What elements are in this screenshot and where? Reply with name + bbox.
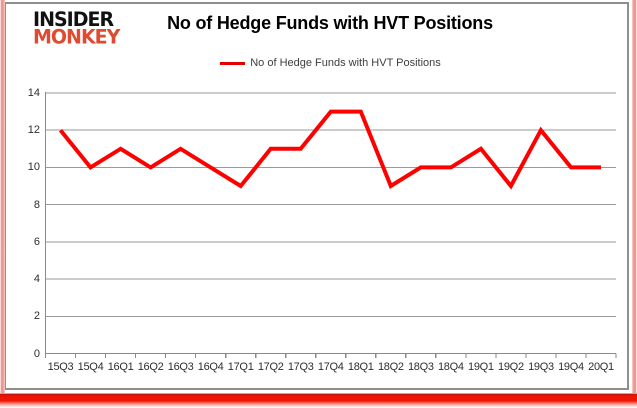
x-axis-tick-label: 15Q4 bbox=[77, 361, 104, 373]
x-axis-tick-label: 18Q2 bbox=[377, 361, 404, 373]
x-axis-tick-label: 19Q3 bbox=[528, 361, 554, 373]
x-axis-tick-label: 16Q4 bbox=[197, 361, 224, 373]
x-axis-tick-label: 17Q3 bbox=[287, 361, 314, 373]
chart-legend: No of Hedge Funds with HVT Positions bbox=[45, 55, 616, 71]
y-axis-tick-label: 6 bbox=[33, 235, 40, 248]
y-axis-tick-label: 2 bbox=[33, 310, 40, 323]
x-axis-tick-label: 15Q3 bbox=[47, 361, 74, 373]
x-axis-tick-label: 17Q4 bbox=[317, 361, 344, 373]
logo-word-insider: INSIDER bbox=[33, 8, 114, 32]
series-line-0 bbox=[58, 109, 601, 190]
insider-monkey-logo: INSIDER MONKEY bbox=[33, 8, 120, 49]
x-axis-tick-label: 19Q1 bbox=[468, 361, 494, 373]
y-axis-tick-label: 8 bbox=[33, 198, 40, 211]
chart-outer-frame bbox=[4, 2, 629, 390]
x-axis-tick-label: 16Q2 bbox=[137, 361, 164, 373]
x-axis-tick-label: 16Q1 bbox=[107, 361, 134, 373]
x-axis-tick-label: 16Q3 bbox=[167, 361, 194, 373]
page-right-border bbox=[632, 0, 637, 408]
y-axis-tick-label: 14 bbox=[27, 87, 40, 99]
y-axis-tick-label: 0 bbox=[33, 347, 40, 360]
x-axis-tick-label: 19Q2 bbox=[498, 361, 524, 373]
y-axis-tick-label: 4 bbox=[33, 273, 40, 286]
x-axis-tick-label: 18Q4 bbox=[437, 361, 464, 373]
x-axis-tick-label: 18Q3 bbox=[407, 361, 434, 373]
y-axis-tick-label: 12 bbox=[27, 124, 40, 137]
logo-word-monkey: MONKEY bbox=[33, 25, 120, 49]
x-axis-tick-label: 17Q2 bbox=[257, 361, 284, 373]
page-left-border bbox=[0, 0, 5, 408]
chart-title: No of Hedge Funds with HVT Positions bbox=[167, 13, 493, 33]
legend-line-swatch bbox=[220, 61, 246, 65]
legend-series-label: No of Hedge Funds with HVT Positions bbox=[250, 57, 441, 69]
x-axis-tick-label: 19Q4 bbox=[558, 361, 584, 373]
x-axis-tick-label: 20Q1 bbox=[588, 361, 614, 373]
page-bottom-red-bar bbox=[0, 393, 637, 408]
y-axis-tick-label: 10 bbox=[27, 161, 40, 174]
x-axis-tick-label: 17Q1 bbox=[227, 361, 254, 373]
x-axis-tick-label: 18Q1 bbox=[347, 361, 374, 373]
